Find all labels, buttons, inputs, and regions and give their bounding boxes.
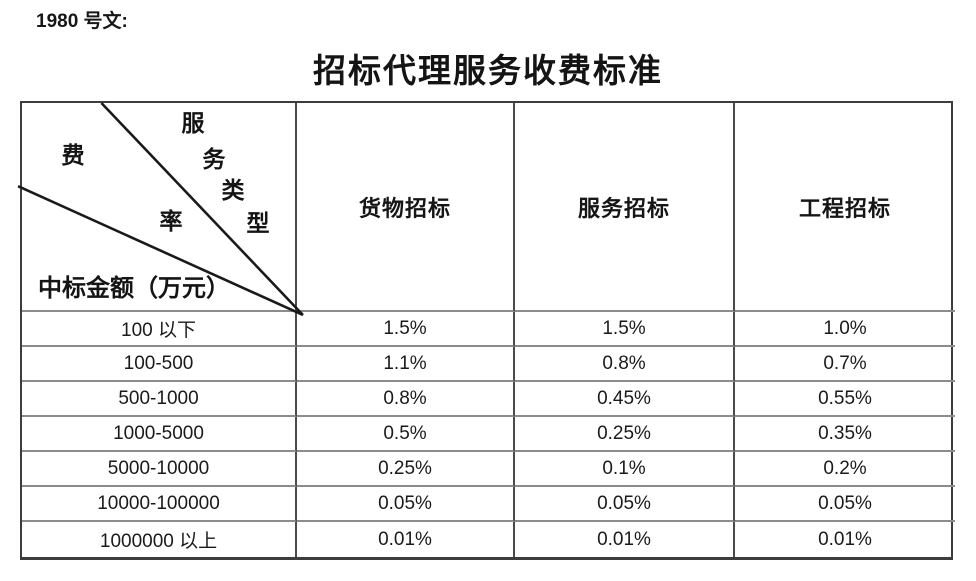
- fee-value: 0.45%: [515, 382, 735, 417]
- column-header-works-bidding: 工程招标: [735, 103, 955, 312]
- fee-value: 0.1%: [515, 452, 735, 487]
- fee-value: 0.05%: [297, 487, 515, 522]
- fee-value: 0.01%: [515, 522, 735, 557]
- column-header-services-bidding: 服务招标: [515, 103, 735, 312]
- row-label-5000-10000: 5000-10000: [22, 452, 297, 487]
- doc-number-label: 1980 号文:: [36, 11, 128, 32]
- fee-value: 0.2%: [735, 452, 955, 487]
- corner-label-service-char-1: 服: [181, 111, 205, 136]
- fee-value: 0.01%: [297, 522, 515, 557]
- fee-value: 0.8%: [297, 382, 515, 417]
- fee-value: 0.05%: [515, 487, 735, 522]
- row-label-over-1000000: 1000000 以上: [22, 522, 297, 557]
- page-title: 招标代理服务收费标准: [313, 54, 663, 90]
- fee-value: 0.55%: [735, 382, 955, 417]
- fee-value: 1.1%: [297, 347, 515, 382]
- fee-value: 0.25%: [515, 417, 735, 452]
- fee-value: 1.5%: [515, 312, 735, 347]
- corner-header-cell: 服 费 务 类 率 型 中标金额（万元）: [17, 102, 304, 317]
- fee-value: 1.5%: [297, 312, 515, 347]
- fee-table: 服 费 务 类 率 型 中标金额（万元） 货物招标 服务招标 工程招标 100 …: [17, 101, 955, 560]
- corner-label-rate-char-2: 率: [159, 209, 183, 234]
- fee-value: 1.0%: [735, 312, 955, 347]
- fee-value: 0.35%: [735, 417, 955, 452]
- fee-value: 0.01%: [818, 528, 872, 550]
- row-label-10000-100000: 10000-100000: [22, 487, 297, 522]
- corner-label-service-char-3: 类: [221, 178, 245, 203]
- fee-value: 0.7%: [735, 347, 955, 382]
- corner-label-rate-char-1: 费: [61, 143, 85, 168]
- column-header-goods-bidding: 货物招标: [297, 103, 515, 312]
- fee-value: 0.5%: [297, 417, 515, 452]
- corner-label-service-char-2: 务: [202, 147, 226, 172]
- corner-label-bid-amount: 中标金额（万元）: [38, 276, 230, 302]
- diagonal-divider-lines: [17, 102, 304, 317]
- corner-label-service-char-4: 型: [246, 211, 270, 236]
- fee-value: 0.25%: [297, 452, 515, 487]
- fee-value: 0.8%: [515, 347, 735, 382]
- row-label-under-100: 100 以下: [22, 312, 297, 347]
- row-label-100-500: 100-500: [22, 347, 297, 382]
- row-label-500-1000: 500-1000: [22, 382, 297, 417]
- row-label-1000-5000: 1000-5000: [22, 417, 297, 452]
- fee-value: 0.05%: [735, 487, 955, 522]
